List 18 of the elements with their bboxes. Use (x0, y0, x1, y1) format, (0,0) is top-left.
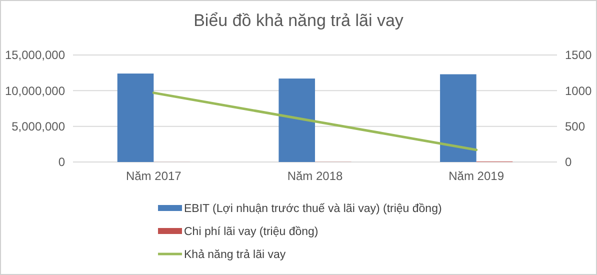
legend-label: Chi phí lãi vay (triệu đồng) (184, 226, 318, 238)
bar (440, 74, 476, 162)
y2-tick-label: 1000 (565, 84, 592, 98)
y-tick-label: 15,000,000 (4, 48, 66, 62)
x-tick-label: Năm 2019 (448, 169, 504, 183)
legend-label: EBIT (Lợi nhuận trước thuế và lãi vay) (triệu đồng) (184, 203, 442, 216)
legend-label: Khả năng trả lãi vay (184, 249, 286, 262)
chart-title: Biểu đồ khả năng trả lãi vay (194, 11, 404, 30)
x-tick-label: Năm 2017 (126, 169, 182, 183)
y-tick-label: 5,000,000 (12, 120, 66, 134)
y2-tick-label: 500 (565, 120, 586, 134)
y2-tick-label: 1500 (565, 48, 592, 62)
y-tick-label: 10,000,000 (4, 84, 66, 98)
y2-tick-label: 0 (565, 155, 572, 170)
x-tick-label: Năm 2018 (287, 169, 344, 183)
y-tick-label: 0 (58, 155, 66, 170)
bar (117, 74, 154, 162)
bar (278, 78, 315, 162)
